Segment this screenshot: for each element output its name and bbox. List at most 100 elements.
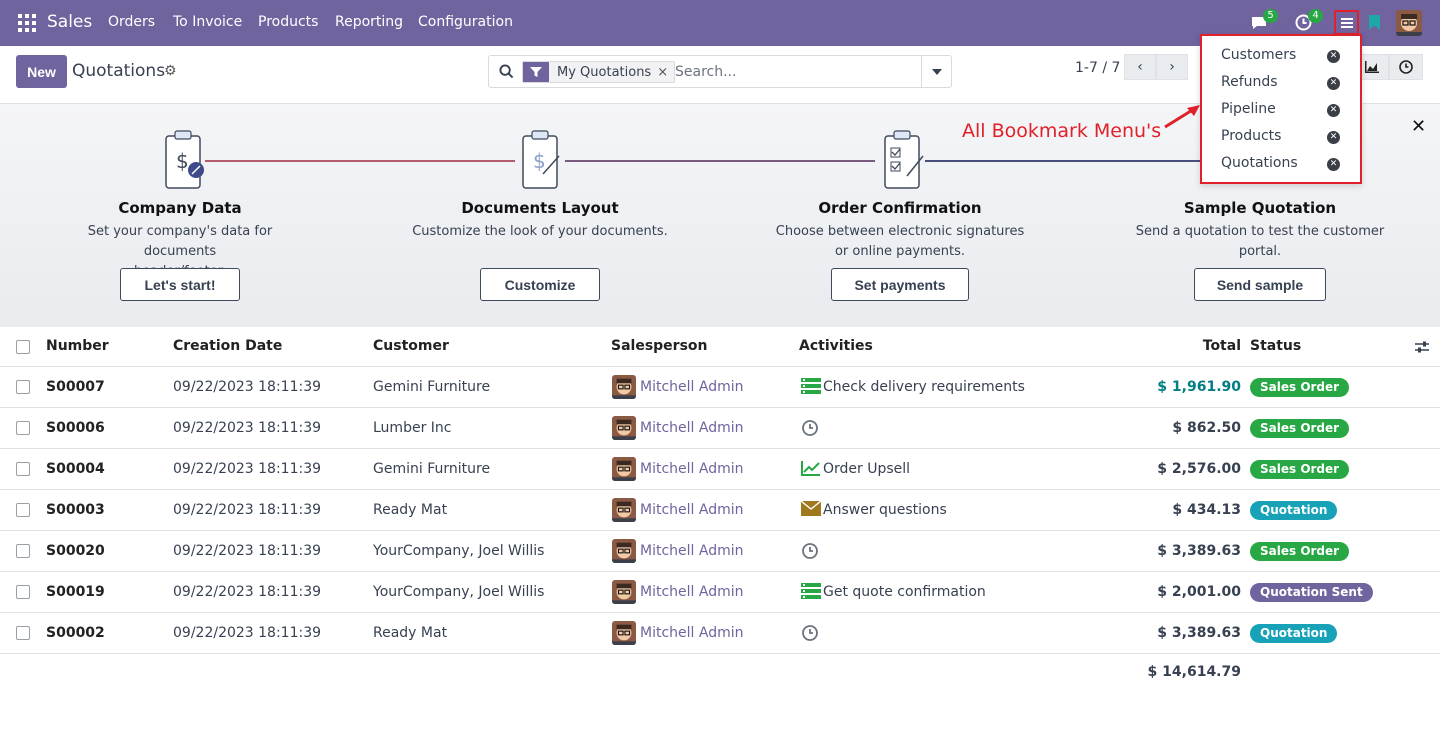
salesperson-name[interactable]: Mitchell Admin [640, 461, 744, 477]
bookmark-customers[interactable]: Customers [1221, 47, 1297, 63]
table-row[interactable]: S00019 09/22/2023 18:11:39 YourCompany, Jo… [0, 572, 1440, 613]
activities-button[interactable]: 4 [1295, 9, 1323, 35]
hamburger-icon [1340, 17, 1353, 20]
page-title: Quotations [72, 61, 166, 81]
row-checkbox[interactable] [16, 462, 30, 476]
envelope-icon[interactable] [800, 500, 822, 519]
clock-icon[interactable] [801, 624, 821, 642]
set-payments-button[interactable]: Set payments [831, 268, 969, 301]
remove-bookmark-icon[interactable]: ✕ [1327, 131, 1340, 144]
bookmark-icon[interactable] [1369, 15, 1380, 30]
salesperson-avatar [612, 375, 636, 399]
pager-previous[interactable]: ‹ [1124, 54, 1156, 80]
search-bar: My Quotations × [488, 55, 952, 88]
clock-icon[interactable] [801, 419, 821, 437]
remove-bookmark-icon[interactable]: ✕ [1327, 50, 1340, 63]
bookmark-products[interactable]: Products [1221, 128, 1282, 144]
creation-date: 09/22/2023 18:11:39 [173, 420, 322, 436]
activity-summary[interactable]: Get quote confirmation [823, 584, 986, 600]
new-button[interactable]: New [16, 55, 67, 88]
order-total: $ 3,389.63 [1157, 625, 1241, 641]
nav-to-invoice[interactable]: To Invoice [173, 14, 243, 30]
messages-button[interactable]: 5 [1250, 9, 1278, 35]
column-status[interactable]: Status [1250, 338, 1302, 354]
gear-icon[interactable]: ⚙ [164, 63, 177, 79]
bookmark-quotations[interactable]: Quotations [1221, 155, 1298, 171]
step-title: Order Confirmation [818, 199, 982, 217]
row-checkbox[interactable] [16, 626, 30, 640]
todo-icon[interactable] [801, 378, 821, 396]
top-navbar: Sales Orders To Invoice Products Reporti… [0, 0, 1440, 46]
column-settings-icon[interactable] [1414, 339, 1430, 355]
grand-total: $ 14,614.79 [1147, 664, 1241, 680]
clock-icon[interactable] [801, 542, 821, 560]
table-row[interactable]: S00004 09/22/2023 18:11:39 Gemini Furnitur… [0, 449, 1440, 490]
row-checkbox[interactable] [16, 503, 30, 517]
customer-name: Ready Mat [373, 502, 448, 518]
bookmark-pipeline[interactable]: Pipeline [1221, 101, 1276, 117]
apps-menu-icon[interactable] [18, 14, 36, 32]
row-checkbox[interactable] [16, 380, 30, 394]
send-sample-button[interactable]: Send sample [1194, 268, 1326, 301]
bookmark-menu-button[interactable] [1334, 10, 1359, 35]
salesperson-name[interactable]: Mitchell Admin [640, 543, 744, 559]
table-row[interactable]: S00003 09/22/2023 18:11:39 Ready Mat Mitche… [0, 490, 1440, 531]
caret-down-icon [931, 68, 942, 75]
remove-bookmark-icon[interactable]: ✕ [1327, 158, 1340, 171]
salesperson-name[interactable]: Mitchell Admin [640, 502, 744, 518]
pager-next[interactable]: › [1156, 54, 1188, 80]
column-creation-date[interactable]: Creation Date [173, 338, 283, 354]
row-checkbox[interactable] [16, 421, 30, 435]
annotation-label: All Bookmark Menu's [962, 120, 1162, 142]
nav-products[interactable]: Products [258, 14, 319, 30]
step-title: Sample Quotation [1183, 199, 1337, 217]
close-icon[interactable]: ✕ [1411, 116, 1427, 137]
step-connector [205, 160, 515, 162]
view-activity-button[interactable] [1389, 54, 1423, 80]
search-options-toggle[interactable] [921, 56, 951, 87]
facet-remove-icon[interactable]: × [657, 64, 669, 80]
search-input[interactable] [675, 62, 915, 82]
table-row[interactable]: S00020 09/22/2023 18:11:39 YourCompany, Jo… [0, 531, 1440, 572]
column-number[interactable]: Number [46, 338, 109, 354]
order-number: S00003 [46, 502, 105, 518]
column-activities[interactable]: Activities [799, 338, 873, 354]
remove-bookmark-icon[interactable]: ✕ [1327, 104, 1340, 117]
chat-icon [1252, 17, 1266, 29]
activity-summary[interactable]: Answer questions [823, 502, 947, 518]
customize-button[interactable]: Customize [480, 268, 600, 301]
customer-name: YourCompany, Joel Willis [373, 584, 545, 600]
app-name[interactable]: Sales [47, 12, 93, 32]
creation-date: 09/22/2023 18:11:39 [173, 543, 322, 559]
user-avatar[interactable] [1396, 10, 1422, 36]
select-all-checkbox[interactable] [16, 340, 30, 354]
nav-reporting[interactable]: Reporting [335, 14, 404, 30]
column-customer[interactable]: Customer [373, 338, 449, 354]
salesperson-name[interactable]: Mitchell Admin [640, 420, 744, 436]
nav-configuration[interactable]: Configuration [418, 14, 513, 30]
column-salesperson[interactable]: Salesperson [611, 338, 708, 354]
bookmark-refunds[interactable]: Refunds [1221, 74, 1278, 90]
table-header: Number Creation Date Customer Salesperso… [0, 327, 1440, 367]
status-badge: Sales Order [1250, 542, 1350, 561]
chart-icon[interactable] [801, 460, 821, 478]
column-total[interactable]: Total [1202, 338, 1241, 354]
table-row[interactable]: S00006 09/22/2023 18:11:39 Lumber Inc Mitch… [0, 408, 1440, 449]
salesperson-name[interactable]: Mitchell Admin [640, 379, 744, 395]
activity-summary[interactable]: Order Upsell [823, 461, 911, 477]
pager-value[interactable]: 1-7 / 7 [1075, 60, 1121, 76]
row-checkbox[interactable] [16, 585, 30, 599]
order-number: S00002 [46, 625, 105, 641]
activity-summary[interactable]: Check delivery requirements [823, 379, 1025, 395]
table-row[interactable]: S00002 09/22/2023 18:11:39 Ready Mat Mitche… [0, 613, 1440, 654]
table-row[interactable]: S00007 09/22/2023 18:11:39 Gemini Furnitur… [0, 367, 1440, 408]
todo-icon[interactable] [801, 583, 821, 601]
row-checkbox[interactable] [16, 544, 30, 558]
lets-start-button[interactable]: Let's start! [120, 268, 240, 301]
salesperson-name[interactable]: Mitchell Admin [640, 625, 744, 641]
clipboard-dollar-icon: $ [165, 130, 204, 189]
nav-orders[interactable]: Orders [108, 14, 156, 30]
remove-bookmark-icon[interactable]: ✕ [1327, 77, 1340, 90]
status-badge: Sales Order [1250, 460, 1350, 479]
salesperson-name[interactable]: Mitchell Admin [640, 584, 744, 600]
